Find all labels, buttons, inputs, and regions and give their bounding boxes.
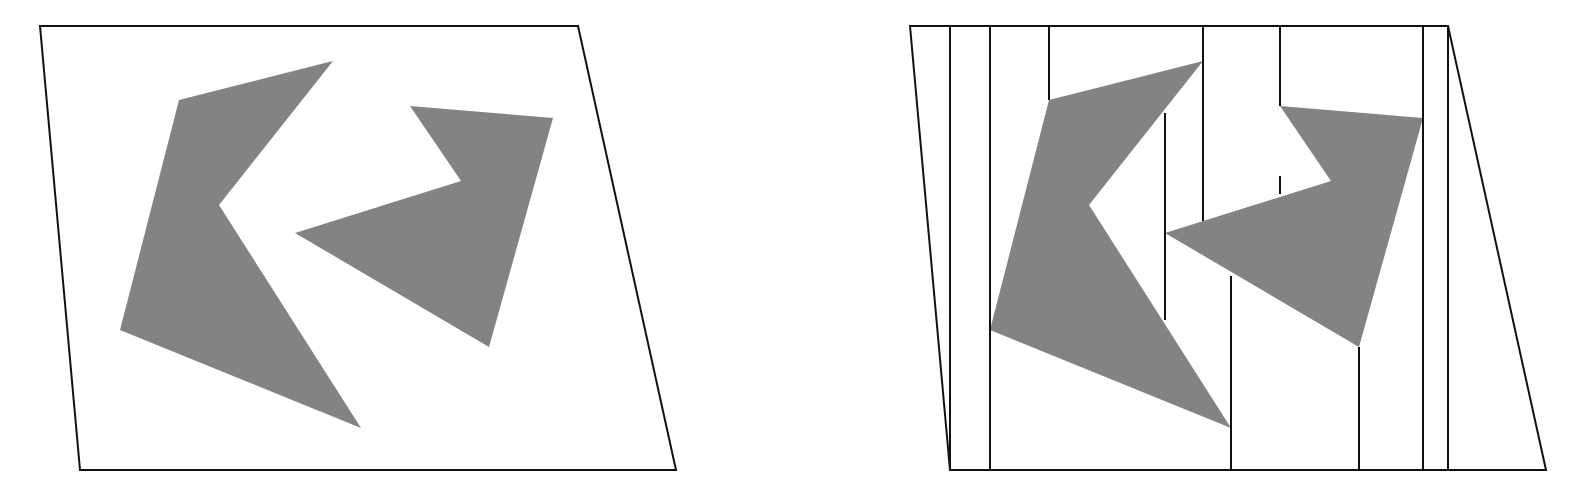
left-panel [38,25,678,471]
left-obstacle-2 [295,106,553,347]
left-workspace-boundary [38,25,678,471]
left-obstacle-1 [120,61,361,428]
right-workspace-boundary [908,25,1548,471]
right-obstacle-2 [1165,106,1423,347]
right-panel [908,25,1548,471]
right-obstacle-1 [990,61,1231,428]
